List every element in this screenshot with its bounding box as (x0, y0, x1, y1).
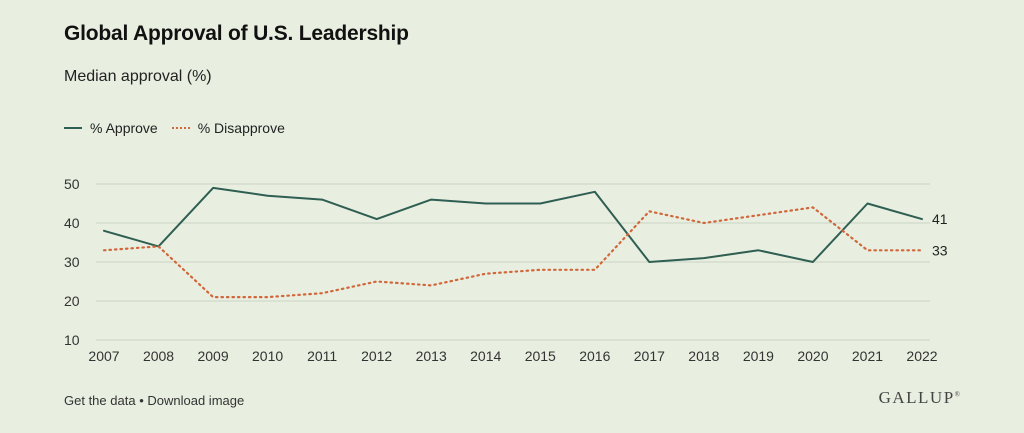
x-tick-label: 2022 (906, 348, 937, 364)
x-tick-label: 2007 (88, 348, 119, 364)
series-line-disapprove (102, 206, 924, 299)
chart-subtitle: Median approval (%) (64, 68, 212, 85)
legend-label-disapprove: % Disapprove (197, 120, 285, 136)
footer-separator: • (139, 393, 144, 408)
footer-links: Get the data • Download image (64, 393, 244, 408)
x-tick-label: 2014 (470, 348, 501, 364)
x-tick-label: 2021 (852, 348, 883, 364)
legend-swatch-approve (64, 127, 82, 129)
y-tick-label: 40 (64, 215, 80, 231)
get-data-link[interactable]: Get the data (64, 393, 136, 408)
gallup-logo: GALLUP® (878, 388, 960, 407)
legend-item-approve: % Approve (64, 120, 158, 136)
y-tick-label: 20 (64, 293, 80, 309)
end-label-approve: 41 (932, 211, 948, 227)
y-tick-label: 10 (64, 332, 80, 348)
x-tick-label: 2016 (579, 348, 610, 364)
legend-item-disapprove: % Disapprove (171, 120, 285, 136)
x-tick-label: 2009 (197, 348, 228, 364)
x-tick-label: 2010 (252, 348, 283, 364)
download-image-link[interactable]: Download image (147, 393, 245, 408)
series-line-approve (103, 186, 923, 263)
x-tick-label: 2011 (307, 348, 337, 364)
end-label-disapprove: 33 (932, 242, 948, 258)
chart-legend: % Approve % Disapprove (64, 120, 285, 136)
x-tick-label: 2018 (688, 348, 719, 364)
x-tick-label: 2008 (143, 348, 174, 364)
legend-swatch-disapprove (171, 127, 190, 129)
x-tick-label: 2020 (797, 348, 828, 364)
x-tick-label: 2017 (634, 348, 665, 364)
x-tick-label: 2013 (416, 348, 447, 364)
x-tick-label: 2012 (361, 348, 392, 364)
x-tick-label: 2015 (525, 348, 556, 364)
chart-title: Global Approval of U.S. Leadership (64, 22, 409, 45)
legend-label-approve: % Approve (90, 120, 158, 136)
y-tick-label: 30 (64, 254, 80, 270)
x-tick-label: 2019 (743, 348, 774, 364)
y-tick-label: 50 (64, 176, 80, 192)
